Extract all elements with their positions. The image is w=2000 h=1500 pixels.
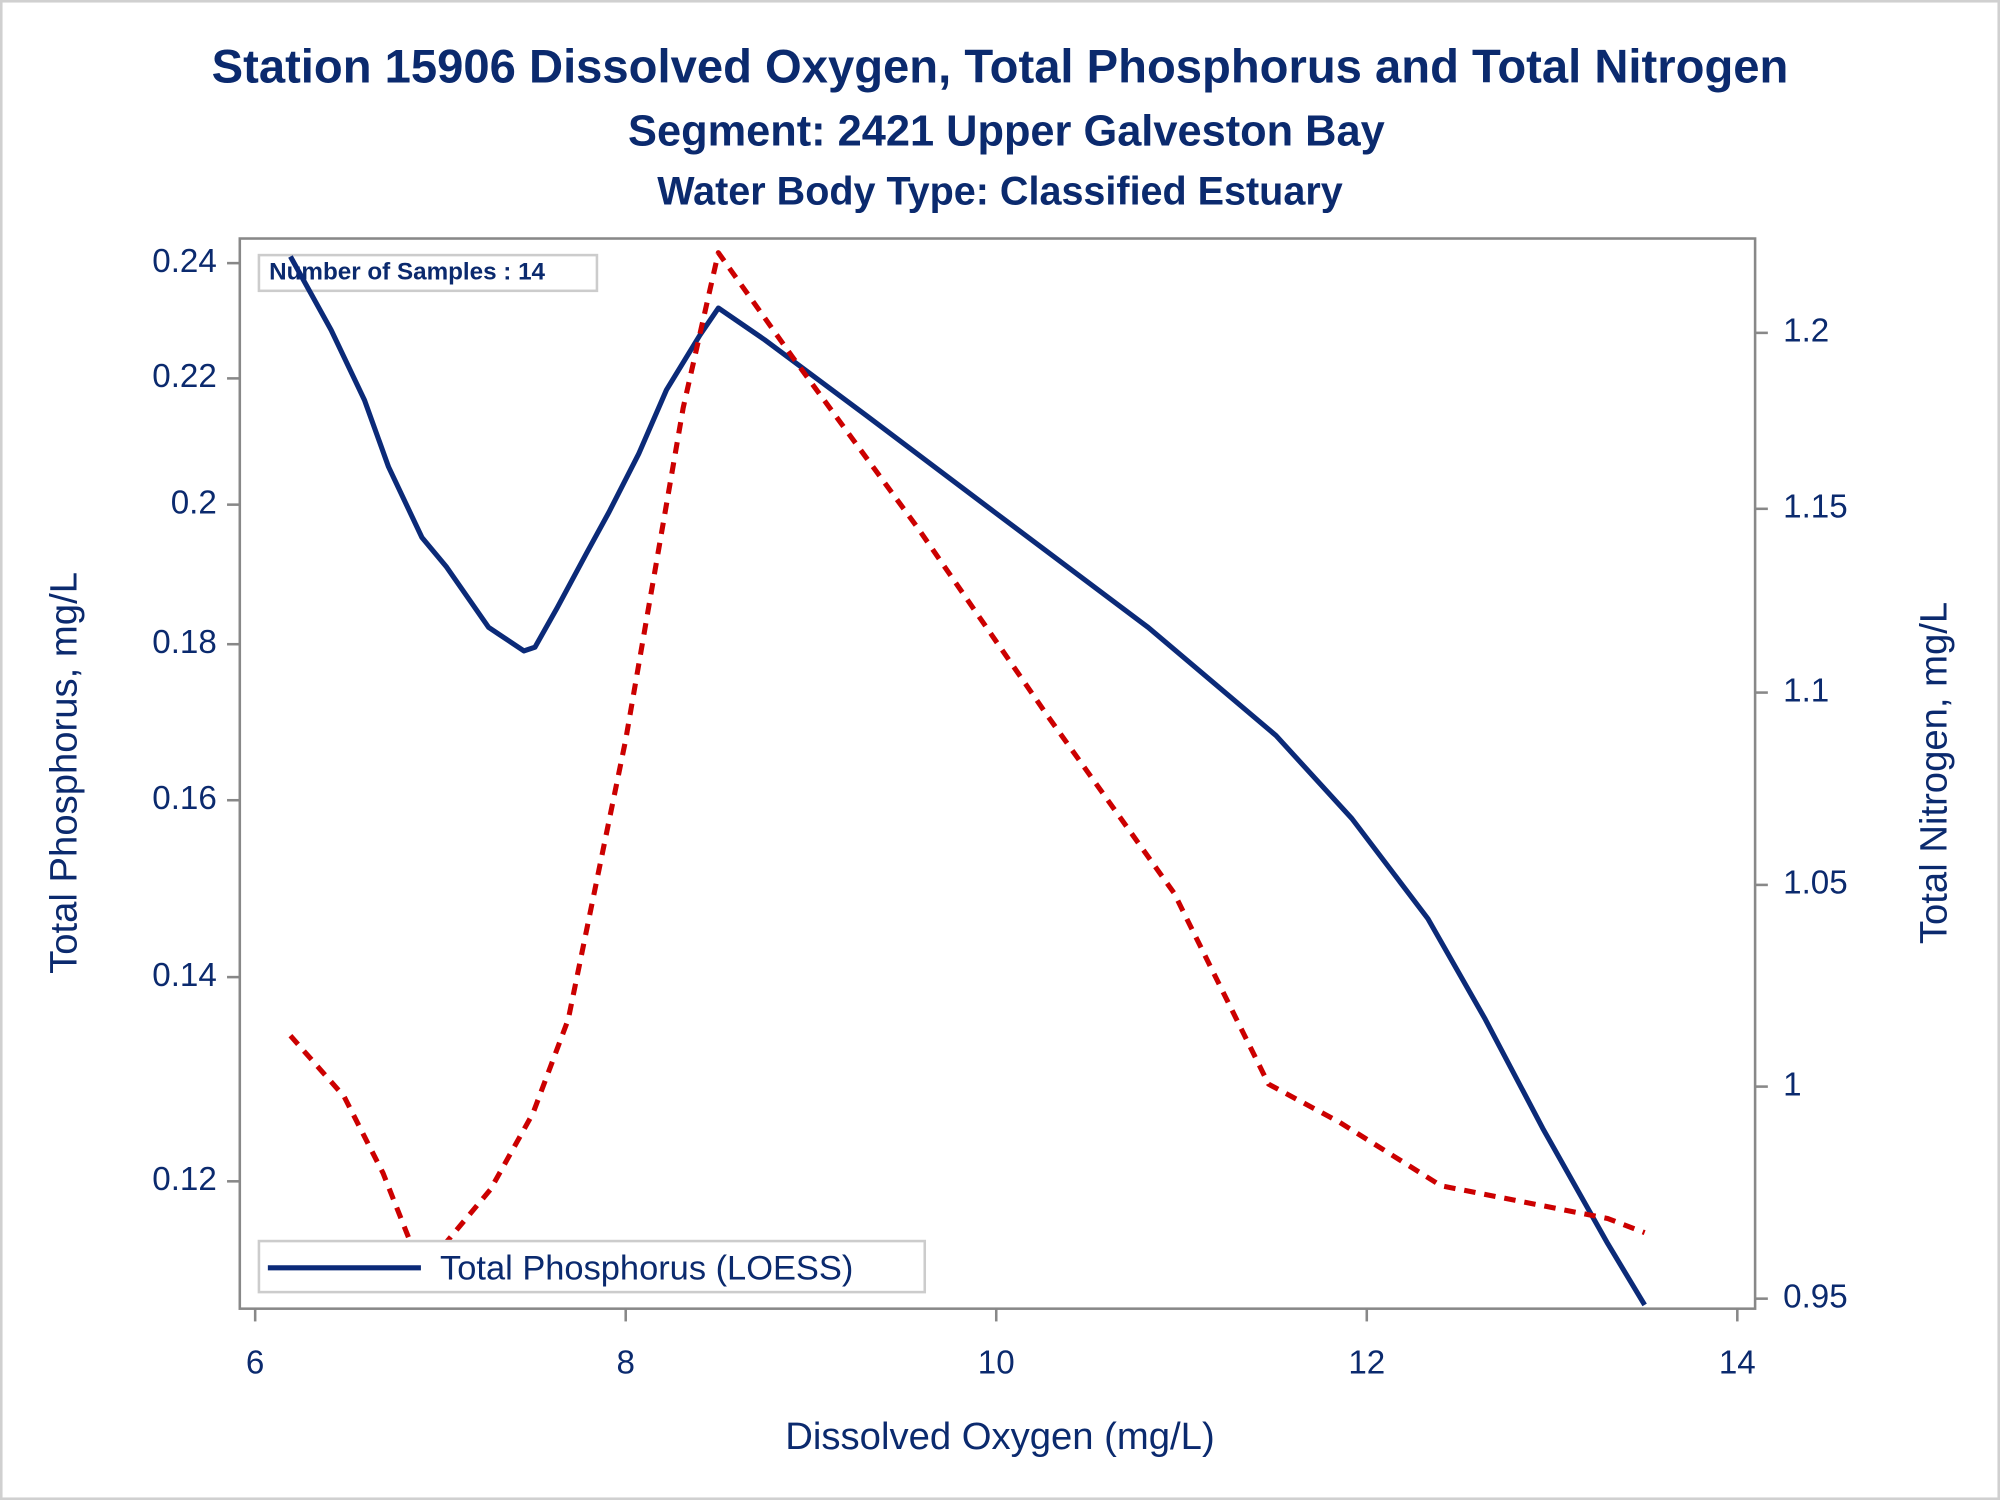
chart-title: Station 15906 Dissolved Oxygen, Total Ph… xyxy=(212,41,1789,94)
annotation-box xyxy=(257,253,599,293)
x-tick-label: 6 xyxy=(246,1345,264,1382)
y2-tick-label: 0.95 xyxy=(1783,1278,1848,1315)
x-tick-label: 12 xyxy=(1348,1345,1385,1382)
chart-subtitle: Water Body Type: Classified Estuary xyxy=(657,169,1342,213)
annotation: Number of Samples : 14 xyxy=(269,258,545,285)
data-line xyxy=(288,255,1647,1307)
y2-tick-label: 1 xyxy=(1783,1066,1801,1103)
chart-subtitle: Segment: 2421 Upper Galveston Bay xyxy=(628,107,1385,155)
y-tick-label: 0.14 xyxy=(152,957,217,994)
y2-tick-label: 1.2 xyxy=(1783,313,1829,350)
x-tick-label: 8 xyxy=(616,1345,634,1382)
x-tick-label: 14 xyxy=(1719,1345,1756,1382)
y2-axis-label: Total Nitrogen, mg/L xyxy=(1912,602,1955,944)
y-axis-label: Total Phosphorus, mg/L xyxy=(42,572,85,974)
y-tick-label: 0.24 xyxy=(152,243,217,280)
y-tick-label: 0.18 xyxy=(152,624,217,661)
y-tick-label: 0.12 xyxy=(152,1161,217,1198)
y-tick-label: 0.2 xyxy=(171,484,217,521)
x-tick-label: 10 xyxy=(978,1345,1015,1382)
x-axis-label: Dissolved Oxygen (mg/L) xyxy=(785,1415,1214,1458)
y2-tick-label: 1.05 xyxy=(1783,865,1848,902)
y2-tick-label: 1.1 xyxy=(1783,672,1829,709)
legend-label: Total Phosphorus (LOESS) xyxy=(440,1250,853,1288)
y2-tick-label: 1.15 xyxy=(1783,489,1848,526)
y-tick-label: 0.22 xyxy=(152,358,217,395)
y-tick-label: 0.16 xyxy=(152,780,217,817)
